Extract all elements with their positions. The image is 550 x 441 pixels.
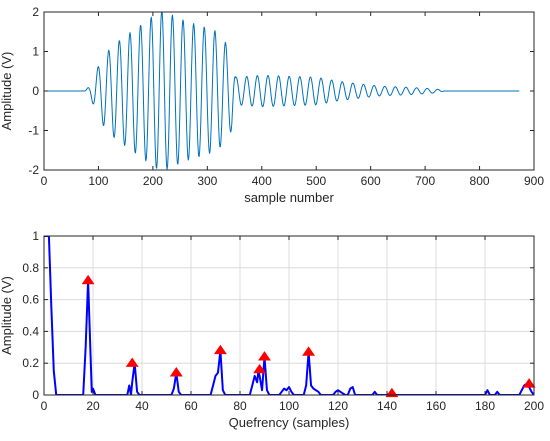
x-tick-label: 500 <box>306 174 326 188</box>
peak-marker <box>169 367 183 377</box>
x-tick-label: 200 <box>524 399 544 413</box>
x-tick-label: 180 <box>475 399 495 413</box>
y-tick-label: 2 <box>32 5 39 19</box>
x-tick-label: 100 <box>279 399 299 413</box>
x-tick-label: 400 <box>252 174 272 188</box>
peak-marker <box>302 346 316 356</box>
peak-marker <box>81 274 95 285</box>
x-tick-label: 20 <box>86 399 100 413</box>
y-tick-label: -1 <box>28 124 39 138</box>
x-tick-label: 0 <box>41 399 48 413</box>
cepstrum-chart: 0 20 40 60 80 100 120 140 160 180 200 0 0.2 0.4 0.6 0.8… <box>0 229 544 430</box>
y-tick-label: 0.2 <box>22 356 39 370</box>
y-tick-label: 0.8 <box>22 261 39 275</box>
y-tick-label: 0 <box>32 84 39 98</box>
x-tick-label: 120 <box>328 399 348 413</box>
x-tick-label: 80 <box>233 399 247 413</box>
y-tick-label: -2 <box>28 163 39 177</box>
y-axis-label: Amplitude (V) <box>0 52 14 131</box>
x-tick-label: 60 <box>184 399 198 413</box>
x-tick-label: 900 <box>524 174 544 188</box>
time-signal-chart: 0 100 200 300 400 500 600 700 800 900 -2 -1 0 1 2 sampl… <box>0 5 544 205</box>
y-tick-label: 0.4 <box>22 324 39 338</box>
x-tick-label: 800 <box>470 174 490 188</box>
peak-marker <box>522 378 536 388</box>
y-axis-label: Amplitude (V) <box>0 276 14 355</box>
x-axis-label: Quefrency (samples) <box>229 415 350 430</box>
y-tick-label: 0 <box>32 388 39 402</box>
y-tick-label: 1 <box>32 229 39 243</box>
peak-marker <box>258 351 271 361</box>
x-tick-label: 300 <box>197 174 217 188</box>
peak-marker <box>125 357 139 367</box>
x-tick-label: 140 <box>377 399 397 413</box>
peak-marker <box>253 363 267 374</box>
x-axis-label: sample number <box>244 190 334 205</box>
x-tick-label: 700 <box>415 174 435 188</box>
x-tick-label: 600 <box>361 174 381 188</box>
x-tick-label: 40 <box>135 399 149 413</box>
x-tick-label: 0 <box>41 174 48 188</box>
y-tick-label: 0.6 <box>22 293 39 307</box>
x-tick-label: 200 <box>143 174 163 188</box>
x-tick-label: 160 <box>426 399 446 413</box>
plot-content <box>44 12 520 170</box>
y-tick-label: 1 <box>32 45 39 59</box>
x-tick-label: 100 <box>88 174 108 188</box>
series-line <box>44 12 520 170</box>
peak-marker <box>213 344 227 355</box>
